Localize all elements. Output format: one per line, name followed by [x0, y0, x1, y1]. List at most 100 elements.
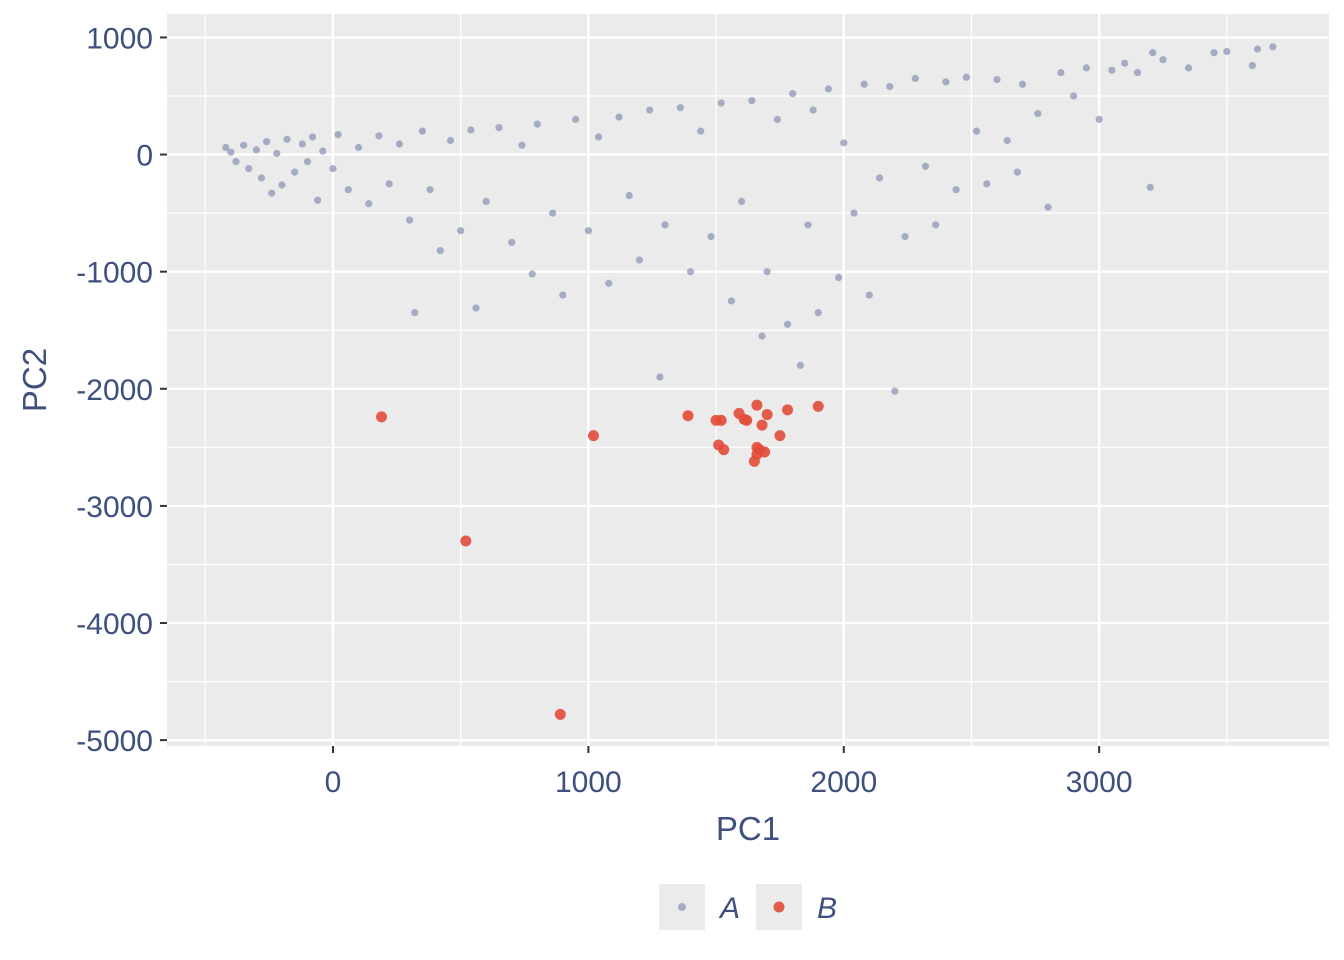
series-a-point	[1248, 61, 1256, 70]
y-tick-label: -4000	[76, 608, 153, 641]
series-a-point	[319, 147, 327, 155]
series-b-point	[376, 411, 388, 423]
series-b-point	[715, 414, 727, 426]
series-b-point	[741, 414, 753, 426]
series-a-point	[763, 268, 771, 276]
series-a-point	[1018, 80, 1027, 88]
series-a-point	[860, 80, 868, 88]
series-a-point	[222, 143, 230, 152]
series-a-point	[472, 304, 480, 312]
series-a-point	[533, 120, 541, 128]
series-a-point	[661, 221, 669, 229]
series-a-point	[773, 115, 781, 124]
y-tick-label: 1000	[86, 22, 153, 55]
series-a-point	[495, 124, 503, 132]
series-a-point	[375, 132, 383, 140]
series-a-point	[257, 174, 266, 182]
series-a-point	[240, 141, 248, 149]
series-a-point	[1269, 43, 1277, 51]
series-a-point	[572, 115, 580, 124]
series-a-point	[1082, 64, 1090, 72]
series-a-point	[891, 387, 899, 395]
series-a-point	[942, 78, 950, 86]
series-a-point	[952, 186, 960, 194]
series-a-point	[1146, 183, 1154, 191]
series-a-point	[1070, 92, 1078, 100]
series-b-point	[761, 409, 773, 421]
series-a-point	[686, 268, 695, 276]
series-a-point	[1133, 68, 1142, 77]
series-a-point	[528, 270, 536, 278]
series-b-point	[682, 410, 694, 422]
series-a-point	[758, 332, 766, 340]
series-a-point	[814, 309, 822, 317]
series-a-point	[457, 227, 465, 235]
series-a-point	[1013, 168, 1022, 176]
series-a-point	[268, 189, 276, 197]
x-tick-label: 1000	[555, 766, 622, 799]
series-a-point	[717, 99, 725, 107]
series-a-point	[656, 373, 664, 381]
series-a-point	[446, 136, 455, 145]
x-tick-label: 3000	[1066, 766, 1133, 799]
series-a-point	[1057, 68, 1065, 77]
series-a-point	[385, 180, 393, 188]
series-a-point	[738, 197, 746, 205]
y-tick-label: -3000	[76, 491, 153, 524]
series-a-point	[824, 85, 833, 93]
series-a-point	[559, 291, 567, 299]
series-a-point	[406, 216, 414, 224]
series-b-point	[460, 535, 472, 547]
series-b-point	[774, 430, 786, 442]
series-a-point	[273, 149, 281, 157]
plot-panel	[167, 14, 1329, 746]
x-tick-label: 2000	[810, 766, 877, 799]
series-a-point	[972, 127, 981, 135]
series-a-point	[605, 279, 613, 287]
series-a-point	[426, 186, 434, 194]
series-a-point	[1223, 47, 1231, 56]
series-a-point	[278, 181, 286, 189]
series-b-point	[782, 404, 794, 416]
series-a-point	[467, 126, 475, 134]
series-a-point	[1149, 49, 1157, 57]
series-a-point	[334, 131, 342, 139]
series-a-point	[993, 75, 1001, 84]
series-a-point	[1184, 64, 1193, 72]
series-a-point	[1034, 109, 1042, 118]
series-a-point	[584, 227, 592, 235]
series-a-point	[789, 90, 797, 98]
series-a-point	[549, 209, 557, 217]
series-a-point	[804, 221, 812, 229]
series-a-point	[252, 146, 260, 154]
y-tick-label: 0	[136, 140, 153, 173]
y-axis-title: PC2	[16, 348, 53, 412]
legend-key-b-dot	[773, 901, 785, 913]
series-a-point	[1253, 45, 1262, 53]
series-a-point	[783, 320, 792, 328]
series-a-point	[796, 361, 804, 369]
series-b-point	[587, 430, 599, 442]
y-tick-label: -1000	[76, 257, 153, 290]
series-a-point	[344, 186, 352, 194]
series-b-point	[718, 444, 730, 456]
series-a-point	[303, 157, 312, 166]
y-tick-label: -5000	[76, 725, 153, 758]
axis-tick-labels: 0 1000 2000 3000 1000 0 -1000 -2000 -3000 -4000 -5…	[76, 22, 1132, 799]
series-a-point	[329, 164, 337, 173]
series-a-point	[365, 200, 373, 208]
series-b-point	[554, 708, 566, 720]
series-a-point	[1003, 136, 1011, 145]
series-a-point	[232, 157, 240, 166]
minor-gridlines	[167, 14, 1329, 746]
series-a-point	[395, 140, 403, 148]
series-a-point	[518, 141, 526, 149]
legend: A B	[659, 884, 837, 930]
series-a-point	[436, 246, 444, 255]
x-axis-title: PC1	[716, 810, 780, 847]
series-a-point	[932, 221, 940, 229]
series-b-point	[756, 419, 768, 431]
series-a-point	[707, 232, 715, 241]
series-b-point	[751, 399, 763, 411]
series-a-point	[245, 164, 253, 173]
